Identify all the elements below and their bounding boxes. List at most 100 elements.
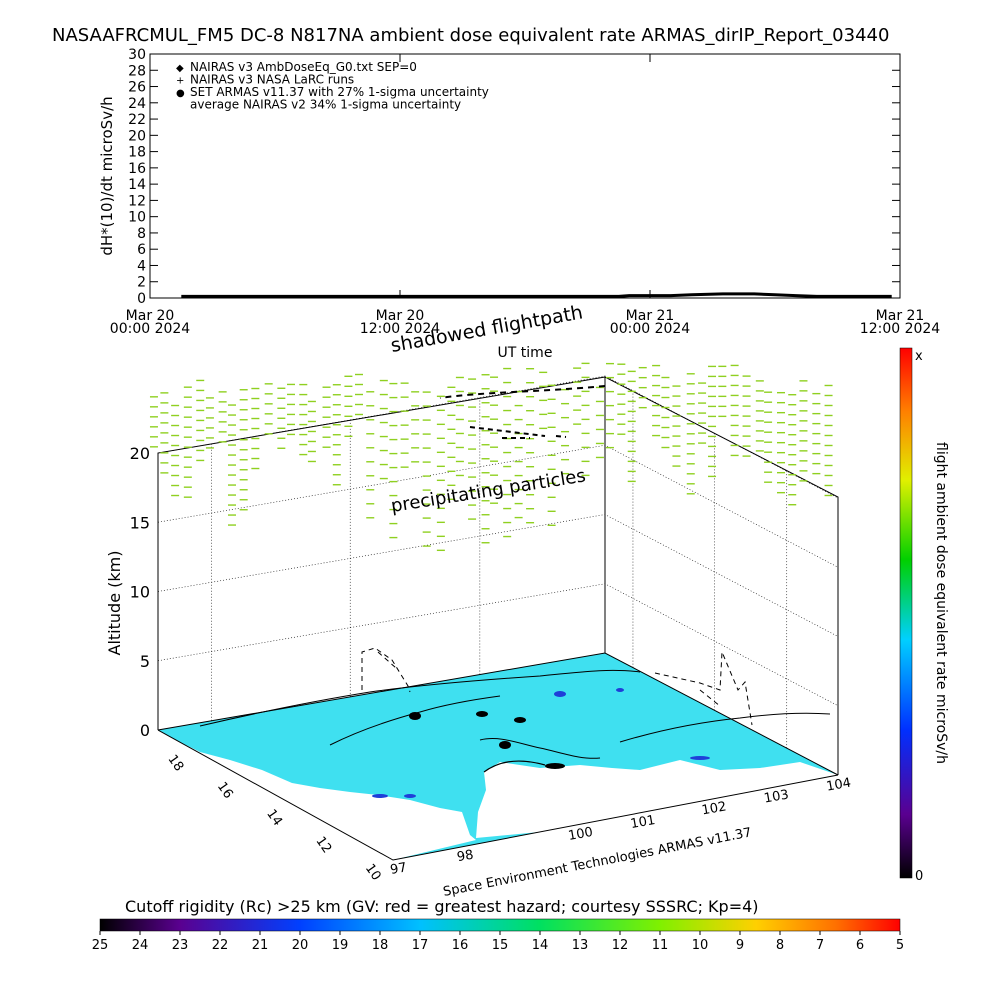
longitude-tick-label: 101 [629,813,656,832]
sea-region-south-west [160,732,476,860]
altitude-gridline [157,375,839,499]
altitude-gridline [157,583,839,707]
rigidity-bar-gradient [99,918,901,932]
longitude-tick-label: 104 [825,776,852,795]
rigidity-tick-label: 23 [172,938,189,953]
flightpath-shadow-points [409,711,565,769]
legend-label: NAIRAS v3 AmbDoseEq_G0.txt SEP=0 [190,60,417,74]
rigidity-tick-label: 5 [896,938,904,953]
rigidity-tick-label: 19 [332,938,349,953]
latitude-tick-label: 12 [313,834,335,856]
shadow-point [476,711,488,717]
y-tick-label: 18 [128,145,146,161]
y-tick-label: 26 [128,80,146,96]
y-tick-label: 2 [137,275,146,291]
rigidity-tick-label: 12 [612,938,629,953]
armas-dose-rate-series [181,292,892,298]
rigidity-tick-label: 24 [132,938,149,953]
shadow-point [499,741,511,749]
colorbar-label: flight ambient dose equivalent rate micr… [933,442,949,764]
armas-point [616,688,624,692]
rigidity-tick-label: 25 [92,938,109,953]
time-series-legend: ◆ NAIRAS v3 AmbDoseEq_G0.txt SEP=0 + NAIRAS… [176,60,489,112]
time-series-y-label: dH*(10)/dt microSv/h [98,96,116,255]
rigidity-tick-label: 15 [492,938,509,953]
armas-point [554,691,566,697]
flightpath-descent-west [361,647,411,693]
rigidity-tick-label: 22 [212,938,229,953]
shadow-point [514,717,526,723]
x-tick-label-time: 12:00 2024 [860,321,941,337]
y-tick-label: 12 [128,193,146,209]
floor-map [158,653,838,860]
border-line-north [199,669,641,727]
floor-front-frame [157,729,839,861]
rigidity-tick-label: 13 [572,938,589,953]
y-tick-label: 6 [137,242,146,258]
y-tick-label: 16 [128,161,146,177]
y-tick-label: 4 [137,258,146,274]
y-tick-label: 0 [137,291,146,307]
altitude-tick-label: 20 [130,444,150,463]
rigidity-tick-label: 9 [736,938,744,953]
longitude-tick-label: 102 [701,799,728,818]
flightpath-segment [439,385,606,399]
latitude-tick-label: 14 [263,807,285,829]
altitude-tick-label: 15 [130,513,150,532]
x-tick-label-time: 12:00 2024 [360,321,441,337]
y-tick-label: 8 [137,226,146,242]
altitude-tick-label: 5 [140,652,150,671]
latitude-tick-label: 18 [164,752,186,774]
shadow-point [409,712,421,720]
right-wall-frame [604,376,839,775]
rigidity-tick-label: 6 [856,938,864,953]
rigidity-tick-label: 21 [252,938,269,953]
figure-title: NASAAFRCMUL_FM5 DC-8 N817NA ambient dose… [52,25,889,46]
legend-label: NAIRAS v3 NASA LaRC runs [190,73,354,87]
legend-symbol: ● [176,88,185,99]
x-tick-label-date: Mar 20 [376,308,425,324]
time-series-frame [149,53,901,299]
legend-symbol: + [176,76,184,87]
y-tick-label: 10 [128,210,146,226]
rigidity-tick-label: 18 [372,938,389,953]
y-tick-label: 22 [128,112,146,128]
rigidity-tick-label: 14 [532,938,549,953]
longitude-ticks: 97 98 100 101 102 103 104 [389,776,852,878]
armas-point [690,756,710,760]
longitude-tick-label: 98 [456,848,475,866]
legend-label: average NAIRAS v2 34% 1-sigma uncertaint… [190,98,461,112]
y-tick-label: 28 [128,63,146,79]
armas-point [404,794,416,798]
longitude-tick-label: 97 [389,860,408,878]
longitude-tick-label: 100 [567,825,594,844]
rigidity-tick-label: 10 [692,938,709,953]
armas-measurement-points [372,688,710,798]
rigidity-tick-label: 16 [452,938,469,953]
precipitating-particles-field [149,362,833,552]
time-series-x-label: UT time [498,345,553,361]
rigidity-tick-label: 7 [816,938,824,953]
rigidity-ticks: 25 24 23 22 21 20 19 18 17 16 15 14 13 12 11 10 9 8 7 6 5 [92,931,904,953]
x-tick-label-date: Mar 21 [876,308,925,324]
y-tick-label: 30 [128,47,146,63]
colorbar-top-label: x [915,349,923,364]
rigidity-tick-label: 8 [776,938,784,953]
longitude-tick-label: 103 [763,787,790,806]
colorbar-bottom-label: 0 [915,869,923,884]
coastline-gulf [479,738,601,759]
x-tick-label-time: 00:00 2024 [610,321,691,337]
altitude-gridline [157,444,839,568]
dose-rate-colorbar: x 0 flight ambient dose equivalent rate … [899,347,949,884]
y-tick-label: 24 [128,96,146,112]
x-tick-label-date: Mar 20 [126,308,175,324]
armas-point [372,794,388,798]
y-tick-label: 14 [128,177,146,193]
cutoff-rigidity-bar: Cutoff rigidity (Rc) >25 km (GV: red = g… [92,897,904,953]
sea-region-south-east [476,760,838,838]
altitude-ticks: 0 5 10 15 20 [130,444,150,740]
